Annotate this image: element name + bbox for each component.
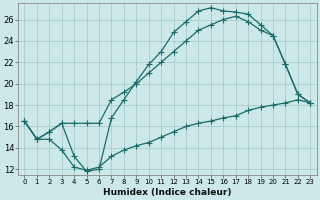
X-axis label: Humidex (Indice chaleur): Humidex (Indice chaleur) [103,188,232,197]
